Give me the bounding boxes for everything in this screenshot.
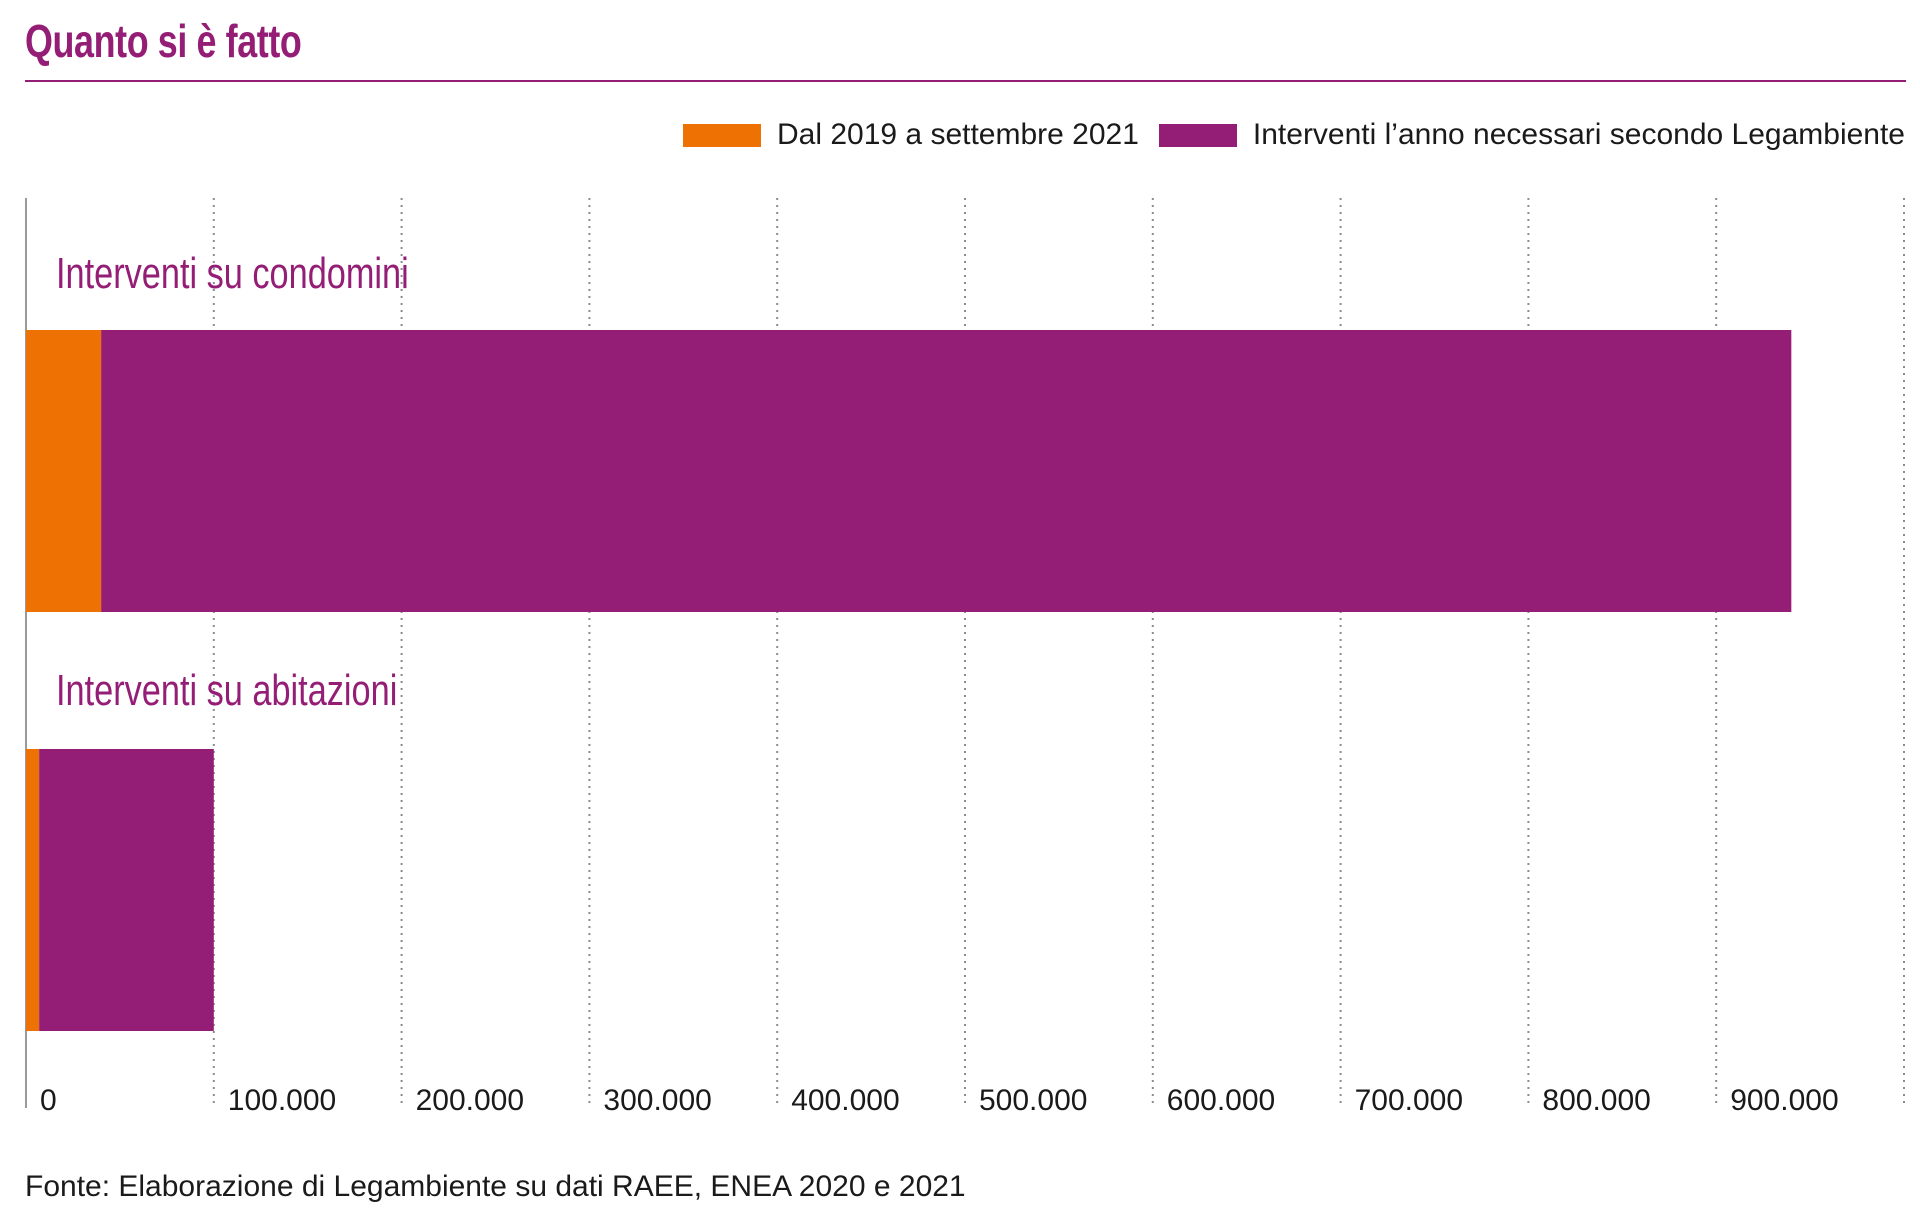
- x-tick-label-3: 300.000: [603, 1084, 711, 1117]
- chart-title: Quanto si è fatto: [25, 15, 302, 67]
- legend-swatch-orange: [683, 123, 761, 147]
- legend-item-orange: Dal 2019 a settembre 2021: [683, 118, 1139, 152]
- source-note: Fonte: Elaborazione di Legambiente su da…: [25, 1170, 966, 1203]
- x-tick-label-5: 500.000: [979, 1084, 1087, 1117]
- category-label-1: Interventi su abitazioni: [56, 666, 397, 715]
- bar-0-series-0: [26, 330, 102, 612]
- x-tick-label-4: 400.000: [791, 1084, 899, 1117]
- bar-1-series-1: [39, 749, 214, 1031]
- x-tick-label-6: 600.000: [1167, 1084, 1275, 1117]
- title-rule: [25, 80, 1906, 82]
- legend-label-orange: Dal 2019 a settembre 2021: [777, 118, 1139, 151]
- x-tick-label-8: 800.000: [1542, 1084, 1650, 1117]
- x-tick-label-9: 900.000: [1730, 1084, 1838, 1117]
- category-label-0: Interventi su condomini: [56, 249, 409, 298]
- x-tick-label-1: 100.000: [228, 1084, 336, 1117]
- x-tick-label-0: 0: [40, 1084, 57, 1117]
- legend: Dal 2019 a settembre 2021 Interventi l’a…: [663, 118, 1905, 152]
- legend-swatch-purple: [1158, 123, 1237, 147]
- x-tick-label-10: 1.000.000: [1918, 1084, 1920, 1117]
- x-tick-label-2: 200.000: [416, 1084, 524, 1117]
- legend-label-purple: Interventi l’anno necessari secondo Lega…: [1252, 118, 1905, 151]
- legend-item-purple: Interventi l’anno necessari secondo Lega…: [1158, 118, 1905, 152]
- bar-0-series-1: [101, 330, 1792, 612]
- x-tick-label-7: 700.000: [1355, 1084, 1463, 1117]
- bar-1-series-0: [26, 749, 40, 1031]
